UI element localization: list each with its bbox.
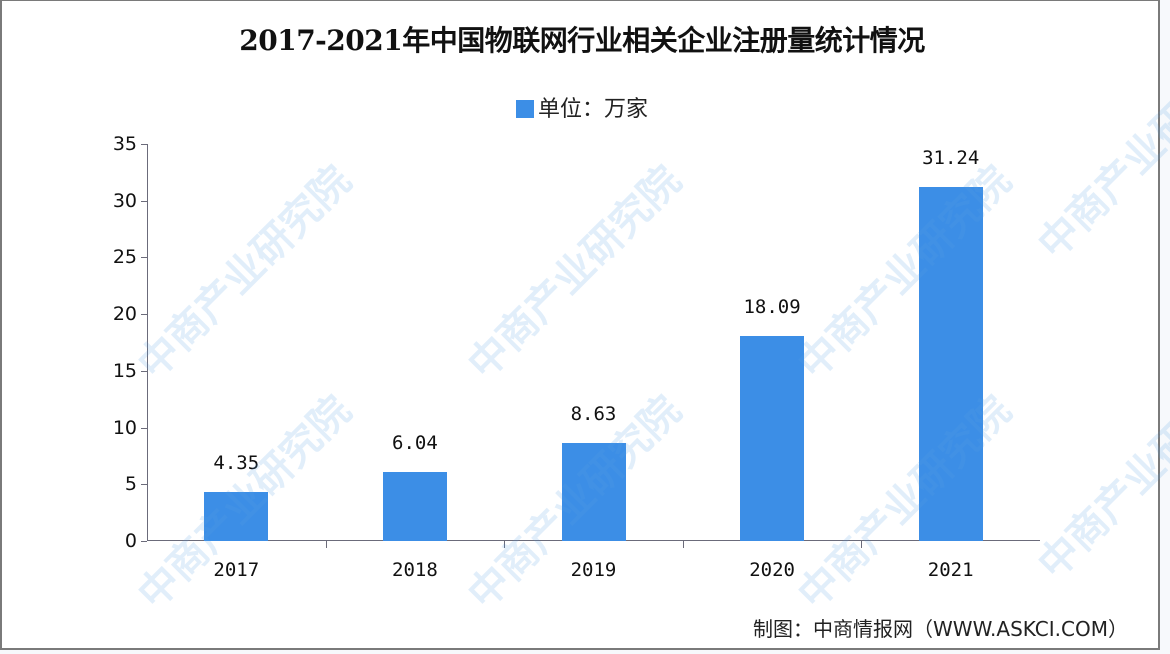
x-tick-label: 2018 bbox=[392, 559, 438, 581]
data-label: 4.35 bbox=[213, 451, 260, 474]
x-tick bbox=[682, 540, 684, 548]
chart-title: 2017-2021年中国物联网行业相关企业注册量统计情况 bbox=[239, 24, 925, 57]
bar-2020 bbox=[740, 335, 805, 541]
y-tick bbox=[141, 314, 147, 316]
x-tick bbox=[325, 540, 327, 548]
legend-swatch-icon bbox=[515, 100, 534, 118]
x-tick bbox=[861, 540, 863, 548]
y-tick bbox=[141, 257, 147, 259]
y-tick-label: 0 bbox=[124, 530, 137, 552]
x-tick-label: 2021 bbox=[927, 559, 974, 581]
y-tick bbox=[141, 484, 147, 486]
y-tick-label: 20 bbox=[112, 303, 137, 326]
legend-label: 单位：万家 bbox=[537, 97, 648, 122]
watermark-text: 中商产业研究院 bbox=[1029, 357, 1170, 589]
bar-2021 bbox=[918, 186, 983, 541]
data-label: 8.63 bbox=[570, 403, 617, 426]
y-tick-label: 25 bbox=[112, 246, 137, 269]
y-tick bbox=[141, 144, 147, 145]
data-label: 6.04 bbox=[392, 432, 438, 455]
legend: 单位：万家 bbox=[2, 91, 1162, 123]
y-tick-label: 10 bbox=[112, 416, 137, 439]
y-tick-label: 35 bbox=[112, 133, 137, 155]
y-axis bbox=[147, 144, 148, 541]
watermark-text: 中商产业研究院 bbox=[1029, 37, 1170, 269]
y-tick-label: 30 bbox=[112, 189, 137, 212]
y-tick bbox=[141, 541, 147, 542]
y-tick bbox=[141, 370, 147, 372]
source-note: 制图：中商情报网（WWW.ASKCI.COM） bbox=[753, 617, 1128, 641]
y-tick bbox=[141, 427, 147, 429]
x-tick-label: 2020 bbox=[749, 559, 795, 581]
bar-2017 bbox=[204, 491, 269, 541]
y-tick bbox=[141, 200, 147, 202]
x-tick bbox=[504, 540, 506, 548]
x-tick-label: 2019 bbox=[570, 559, 617, 581]
y-tick-label: 5 bbox=[124, 473, 137, 496]
x-tick-label: 2017 bbox=[213, 559, 260, 581]
y-tick-label: 15 bbox=[112, 359, 137, 382]
data-label: 31.24 bbox=[922, 146, 980, 169]
data-label: 18.09 bbox=[743, 295, 801, 318]
plot-area: 0 5 10 15 20 25 30 35 4.35 2017 6.04 2018 8.63 2019 18… bbox=[113, 133, 1040, 581]
bar-2018 bbox=[382, 472, 447, 541]
bar-2019 bbox=[561, 443, 626, 541]
